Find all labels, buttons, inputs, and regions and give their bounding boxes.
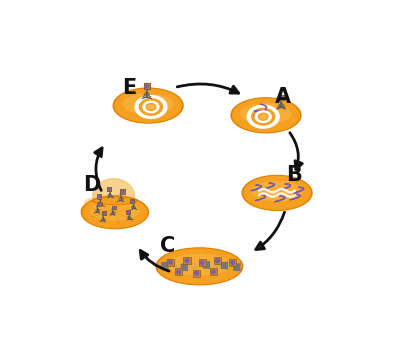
Ellipse shape	[108, 188, 110, 190]
Ellipse shape	[242, 175, 312, 210]
Ellipse shape	[200, 261, 204, 265]
Text: B: B	[286, 165, 302, 185]
Ellipse shape	[143, 101, 159, 113]
Ellipse shape	[195, 271, 198, 275]
Ellipse shape	[231, 261, 234, 265]
FancyArrowPatch shape	[290, 133, 302, 170]
Ellipse shape	[98, 195, 100, 198]
Ellipse shape	[146, 104, 156, 111]
Bar	[144, 84, 150, 89]
Ellipse shape	[231, 98, 301, 133]
Ellipse shape	[85, 213, 95, 220]
Ellipse shape	[185, 259, 189, 263]
FancyArrowPatch shape	[256, 212, 284, 249]
Bar	[120, 189, 125, 194]
Ellipse shape	[131, 200, 134, 202]
Text: D: D	[83, 175, 100, 194]
FancyBboxPatch shape	[210, 268, 217, 275]
Text: A: A	[274, 87, 291, 107]
Ellipse shape	[140, 99, 162, 115]
Ellipse shape	[81, 205, 94, 214]
Ellipse shape	[177, 270, 180, 274]
Ellipse shape	[121, 190, 124, 193]
Ellipse shape	[92, 197, 137, 204]
Bar	[126, 210, 130, 214]
FancyBboxPatch shape	[214, 257, 221, 264]
Ellipse shape	[81, 196, 148, 229]
FancyArrowPatch shape	[140, 251, 169, 271]
Ellipse shape	[98, 203, 100, 205]
Bar	[107, 187, 111, 191]
Ellipse shape	[113, 206, 115, 208]
Ellipse shape	[96, 198, 134, 203]
Ellipse shape	[255, 111, 271, 122]
FancyBboxPatch shape	[167, 258, 174, 266]
Ellipse shape	[168, 260, 172, 264]
Ellipse shape	[244, 176, 310, 209]
Ellipse shape	[212, 270, 215, 274]
Ellipse shape	[241, 104, 291, 123]
Ellipse shape	[115, 89, 182, 122]
Ellipse shape	[252, 181, 302, 201]
Bar	[97, 202, 101, 206]
Ellipse shape	[135, 95, 167, 118]
Ellipse shape	[168, 254, 231, 275]
Ellipse shape	[145, 85, 148, 88]
Bar	[102, 211, 106, 215]
FancyBboxPatch shape	[193, 270, 200, 277]
Ellipse shape	[252, 108, 275, 125]
FancyArrowPatch shape	[95, 148, 102, 190]
Bar	[130, 199, 134, 203]
Ellipse shape	[84, 198, 101, 210]
Ellipse shape	[216, 259, 219, 263]
Ellipse shape	[103, 212, 106, 215]
Ellipse shape	[127, 211, 129, 213]
FancyArrowPatch shape	[177, 84, 238, 93]
Bar	[112, 206, 116, 209]
Ellipse shape	[280, 96, 283, 99]
Ellipse shape	[233, 99, 299, 132]
Bar	[97, 194, 101, 199]
Ellipse shape	[258, 113, 268, 120]
FancyBboxPatch shape	[199, 259, 206, 266]
Ellipse shape	[158, 249, 241, 284]
Ellipse shape	[123, 94, 173, 114]
FancyBboxPatch shape	[183, 257, 190, 264]
Ellipse shape	[156, 248, 243, 285]
Text: C: C	[160, 235, 175, 256]
Ellipse shape	[93, 179, 134, 212]
Ellipse shape	[113, 88, 183, 123]
Text: E: E	[122, 77, 136, 98]
FancyBboxPatch shape	[229, 259, 236, 266]
Ellipse shape	[260, 116, 268, 122]
Ellipse shape	[83, 197, 147, 228]
Bar	[278, 95, 284, 100]
Ellipse shape	[247, 105, 279, 128]
FancyBboxPatch shape	[175, 268, 182, 275]
Ellipse shape	[91, 202, 139, 220]
